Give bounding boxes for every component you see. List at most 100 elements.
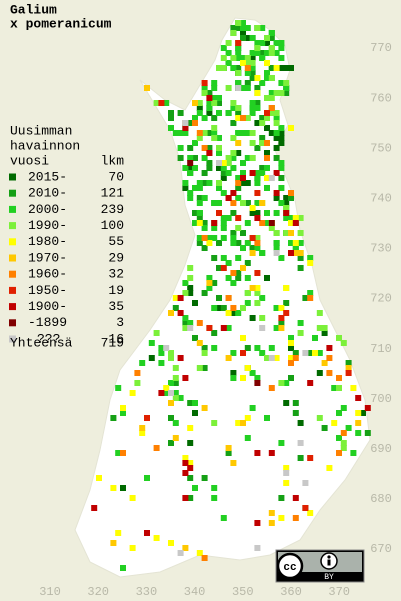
observation-square [225, 355, 232, 361]
observation-square [273, 50, 280, 56]
observation-square [201, 195, 208, 201]
observation-square [283, 85, 290, 91]
observation-square [211, 345, 218, 351]
observation-square [240, 175, 246, 181]
observation-square [244, 220, 251, 226]
observation-square [259, 40, 266, 46]
observation-square [206, 105, 213, 111]
observation-square [345, 360, 352, 366]
observation-square [345, 365, 352, 371]
y-grid-label: 750 [370, 141, 392, 155]
observation-square [273, 145, 280, 151]
observation-square [297, 250, 304, 256]
observation-square [182, 125, 189, 131]
legend-swatch [9, 189, 16, 197]
observation-square [268, 105, 275, 111]
observation-square [187, 160, 194, 166]
observation-square [120, 410, 126, 416]
observation-square [292, 400, 299, 406]
observation-square [297, 440, 304, 446]
observation-square [340, 440, 347, 446]
observation-square [264, 70, 270, 76]
observation-square [120, 450, 126, 456]
observation-square [230, 135, 237, 141]
observation-square [230, 150, 237, 156]
observation-square [168, 380, 174, 386]
observation-square [168, 390, 174, 396]
observation-square [254, 180, 261, 186]
observation-square [163, 100, 170, 106]
observation-square [168, 310, 174, 316]
observation-square [364, 430, 371, 436]
observation-square [283, 285, 290, 291]
observation-square [235, 275, 242, 281]
observation-square [240, 420, 246, 426]
observation-square [192, 120, 198, 126]
observation-square [278, 495, 285, 501]
observation-square [182, 290, 189, 296]
observation-square [225, 170, 232, 176]
legend-count: 32 [108, 267, 124, 282]
observation-square [172, 130, 179, 136]
observation-square [129, 390, 136, 396]
observation-square [235, 110, 242, 116]
observation-square [172, 435, 179, 441]
observation-square [316, 350, 323, 356]
observation-square [225, 110, 232, 116]
observation-square [148, 340, 155, 346]
cc-logo-text: cc [283, 562, 296, 574]
observation-square [283, 210, 290, 216]
observation-square [187, 320, 194, 326]
observation-square [264, 140, 270, 146]
observation-square [273, 325, 280, 331]
observation-square [110, 415, 117, 421]
observation-square [196, 180, 203, 186]
observation-square [211, 80, 218, 86]
legend-header: Uusimman [10, 123, 72, 138]
observation-square [201, 155, 208, 161]
observation-square [307, 350, 314, 356]
observation-square [244, 435, 251, 441]
observation-square [235, 55, 242, 61]
legend-swatch [9, 319, 16, 327]
observation-square [172, 365, 179, 371]
legend-swatch [9, 286, 16, 294]
observation-square [220, 170, 227, 176]
observation-square [196, 550, 203, 556]
observation-square [283, 215, 290, 221]
observation-square [216, 240, 222, 246]
observation-square [264, 415, 270, 421]
by-icon-head [327, 555, 331, 559]
observation-square [326, 465, 333, 471]
observation-square [278, 320, 285, 326]
observation-square [292, 215, 299, 221]
observation-square [206, 280, 213, 286]
observation-square [196, 130, 203, 136]
observation-square [297, 230, 304, 236]
observation-square [182, 495, 189, 501]
observation-square [182, 460, 189, 466]
finland-outline [74, 17, 371, 578]
observation-square [196, 340, 203, 346]
observation-square [264, 210, 270, 216]
observation-square [273, 170, 280, 176]
observation-square [230, 200, 237, 206]
observation-square [187, 475, 194, 481]
observation-square [283, 465, 290, 471]
observation-square [225, 295, 232, 301]
observation-square [249, 100, 256, 106]
observation-square [192, 485, 198, 491]
observation-square [244, 130, 251, 136]
observation-square [254, 375, 261, 381]
observation-square [230, 350, 237, 356]
observation-square [220, 175, 227, 181]
observation-square [360, 410, 366, 416]
observation-square [240, 20, 246, 26]
observation-square [307, 260, 314, 266]
observation-square [206, 325, 213, 331]
observation-square [244, 35, 251, 41]
observation-square [288, 335, 294, 341]
observation-square [201, 345, 208, 351]
y-grid-label: 680 [370, 492, 392, 506]
observation-square [230, 375, 237, 381]
